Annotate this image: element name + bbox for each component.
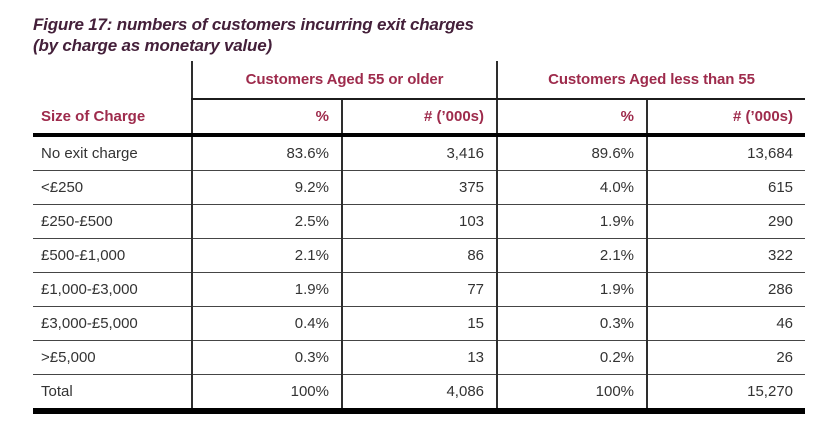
row-label: >£5,000 (33, 340, 192, 375)
table-row-1000-3000: £1,000-£3,000 1.9% 77 1.9% 286 (33, 272, 806, 307)
cell-thousands-55-older: 4,086 (340, 374, 498, 414)
cell-thousands-55-older: 13 (340, 340, 498, 375)
table-row-no-exit-charge: No exit charge 83.6% 3,416 89.6% 13,684 (33, 135, 806, 171)
cell-pct-55-older: 9.2% (191, 170, 342, 205)
cell-thousands-under-55: 13,684 (646, 135, 806, 171)
cell-thousands-under-55: 290 (646, 204, 806, 239)
col-header-pct-55-older: % (191, 99, 342, 137)
row-label: £3,000-£5,000 (33, 306, 192, 341)
col-header-thousands-under-55: # (’000s) (646, 99, 806, 137)
cell-thousands-under-55: 286 (646, 272, 806, 307)
corner-empty-cell (33, 61, 192, 99)
cell-pct-under-55: 4.0% (496, 170, 648, 205)
group-header-aged-55-or-older: Customers Aged 55 or older (190, 61, 498, 100)
cell-pct-under-55: 100% (496, 374, 648, 414)
col-header-thousands-55-older: # (’000s) (340, 99, 498, 137)
row-label: <£250 (33, 170, 192, 205)
row-label: £250-£500 (33, 204, 192, 239)
table-row-500-1000: £500-£1,000 2.1% 86 2.1% 322 (33, 238, 806, 273)
cell-thousands-under-55: 15,270 (646, 374, 806, 414)
table-row-250-500: £250-£500 2.5% 103 1.9% 290 (33, 204, 806, 239)
figure-title-line2: (by charge as monetary value) (33, 36, 272, 55)
cell-pct-55-older: 1.9% (191, 272, 342, 307)
cell-thousands-55-older: 375 (340, 170, 498, 205)
figure-title-line1: Figure 17: numbers of customers incurrin… (33, 15, 474, 34)
cell-thousands-under-55: 322 (646, 238, 806, 273)
cell-pct-under-55: 2.1% (496, 238, 648, 273)
row-label: £1,000-£3,000 (33, 272, 192, 307)
table-row-3000-5000: £3,000-£5,000 0.4% 15 0.3% 46 (33, 306, 806, 341)
cell-pct-55-older: 2.5% (191, 204, 342, 239)
cell-thousands-under-55: 46 (646, 306, 806, 341)
exit-charges-table: Customers Aged 55 or older Customers Age… (33, 61, 806, 414)
group-header-aged-less-than-55: Customers Aged less than 55 (496, 61, 806, 100)
row-label: Total (33, 374, 192, 414)
cell-thousands-55-older: 3,416 (340, 135, 498, 171)
cell-thousands-55-older: 86 (340, 238, 498, 273)
cell-pct-under-55: 1.9% (496, 204, 648, 239)
cell-pct-under-55: 89.6% (496, 135, 648, 171)
cell-pct-under-55: 0.3% (496, 306, 648, 341)
cell-pct-under-55: 0.2% (496, 340, 648, 375)
cell-pct-55-older: 100% (191, 374, 342, 414)
figure-title: Figure 17: numbers of customers incurrin… (33, 14, 474, 56)
cell-pct-55-older: 2.1% (191, 238, 342, 273)
cell-pct-55-older: 83.6% (191, 135, 342, 171)
cell-thousands-55-older: 77 (340, 272, 498, 307)
column-header-row: Size of Charge % # (’000s) % # (’000s) (33, 99, 806, 137)
col-header-pct-under-55: % (496, 99, 648, 137)
cell-thousands-under-55: 615 (646, 170, 806, 205)
cell-thousands-55-older: 103 (340, 204, 498, 239)
cell-pct-under-55: 1.9% (496, 272, 648, 307)
cell-thousands-55-older: 15 (340, 306, 498, 341)
table-row-under-250: <£250 9.2% 375 4.0% 615 (33, 170, 806, 205)
table-row-total: Total 100% 4,086 100% 15,270 (33, 374, 806, 414)
cell-thousands-under-55: 26 (646, 340, 806, 375)
cell-pct-55-older: 0.4% (191, 306, 342, 341)
table-row-over-5000: >£5,000 0.3% 13 0.2% 26 (33, 340, 806, 375)
row-label: No exit charge (33, 135, 192, 171)
cell-pct-55-older: 0.3% (191, 340, 342, 375)
group-header-row: Customers Aged 55 or older Customers Age… (33, 61, 806, 100)
row-label: £500-£1,000 (33, 238, 192, 273)
row-header-size-of-charge: Size of Charge (33, 99, 192, 137)
